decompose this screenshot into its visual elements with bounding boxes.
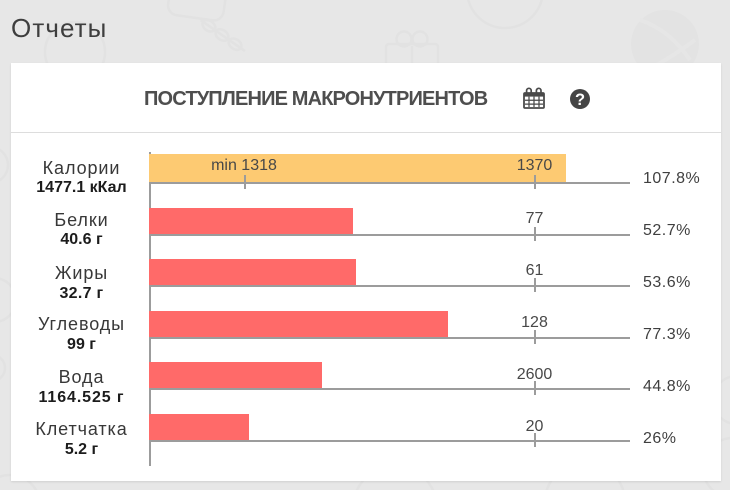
svg-text:?: ? [575,90,585,108]
